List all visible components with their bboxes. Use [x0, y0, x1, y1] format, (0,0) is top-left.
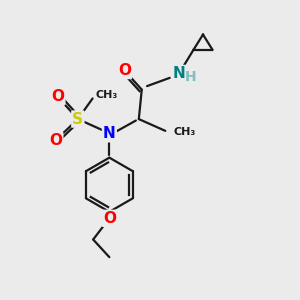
Text: H: H: [184, 70, 196, 84]
Text: O: O: [49, 133, 62, 148]
Text: N: N: [172, 66, 185, 81]
Text: O: O: [103, 211, 116, 226]
Text: O: O: [51, 89, 64, 104]
Text: S: S: [72, 112, 83, 127]
Text: CH₃: CH₃: [95, 90, 118, 100]
Text: N: N: [103, 126, 116, 141]
Text: CH₃: CH₃: [174, 127, 196, 137]
Text: O: O: [118, 63, 131, 78]
